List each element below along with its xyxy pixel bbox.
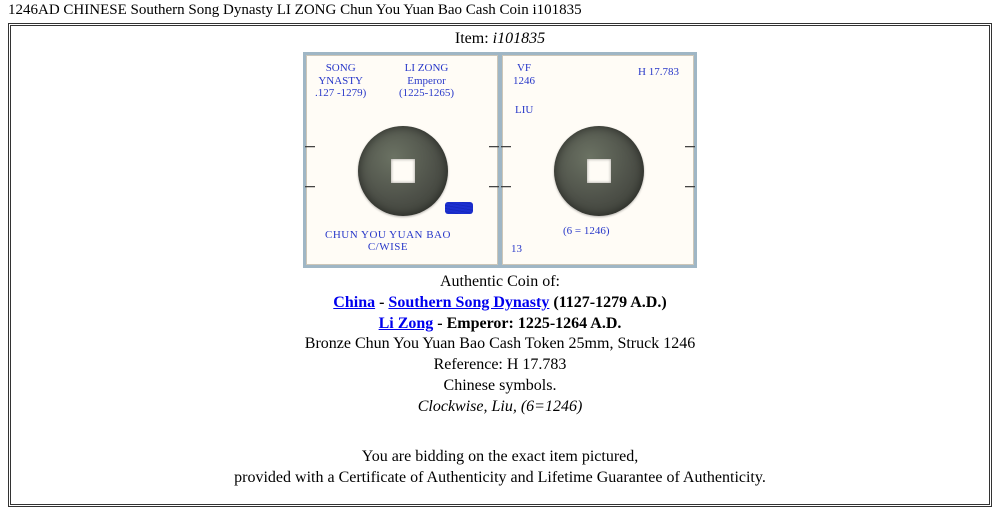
symbols-line: Chinese symbols. <box>23 376 977 397</box>
staple-icon <box>489 146 499 147</box>
item-value: i101835 <box>493 30 545 47</box>
coin-obverse-disc <box>358 126 448 216</box>
coin-row: SONG YNASTY .127 -1279) LI ZONG Emperor … <box>303 52 697 268</box>
note-reference: H 17.783 <box>638 66 679 79</box>
staple-icon <box>501 146 511 147</box>
note-grade-date: VF 1246 <box>513 62 535 87</box>
coin-image: SONG YNASTY .127 -1279) LI ZONG Emperor … <box>23 52 977 268</box>
ink-mark <box>445 202 473 214</box>
dynasty-link[interactable]: Southern Song Dynasty <box>388 294 549 311</box>
page-title: 1246AD CHINESE Southern Song Dynasty LI … <box>0 0 1000 23</box>
coin-card-obverse: SONG YNASTY .127 -1279) LI ZONG Emperor … <box>306 55 498 265</box>
reference-line: Reference: H 17.783 <box>23 355 977 376</box>
note-type: CHUN YOU YUAN BAO C/WISE <box>325 229 451 254</box>
coin-reverse-disc <box>554 126 644 216</box>
staple-icon <box>305 146 315 147</box>
note-dynasty: SONG YNASTY .127 -1279) <box>315 62 366 100</box>
orientation-line: Clockwise, Liu, (6=1246) <box>23 397 977 418</box>
footer-block: You are bidding on the exact item pictur… <box>23 446 977 489</box>
china-link[interactable]: China <box>333 294 375 311</box>
description-block: Authentic Coin of: China - Southern Song… <box>23 272 977 418</box>
staple-icon <box>305 186 315 187</box>
staple-icon <box>489 186 499 187</box>
listing-frame: Item: i101835 SONG YNASTY .127 -1279) LI… <box>8 23 992 507</box>
origin-line: China - Southern Song Dynasty (1127-1279… <box>23 293 977 314</box>
note-corner: 13 <box>511 243 522 256</box>
emperor-line: Li Zong - Emperor: 1225-1264 A.D. <box>23 314 977 335</box>
note-equation: (6 = 1246) <box>563 225 610 238</box>
emperor-link[interactable]: Li Zong <box>379 315 434 332</box>
coin-card-reverse: VF 1246 H 17.783 LIU (6 = 1246) 13 <box>502 55 694 265</box>
dynasty-dates: (1127-1279 A.D.) <box>549 294 666 311</box>
staple-icon <box>501 186 511 187</box>
sep: - <box>375 294 388 311</box>
item-number-line: Item: i101835 <box>23 30 977 48</box>
item-label: Item: <box>455 30 493 47</box>
authentic-line: Authentic Coin of: <box>23 272 977 293</box>
footer-line-2: provided with a Certificate of Authentic… <box>23 467 977 489</box>
note-emperor: LI ZONG Emperor (1225-1265) <box>399 62 454 100</box>
footer-line-1: You are bidding on the exact item pictur… <box>23 446 977 468</box>
coin-type-line: Bronze Chun You Yuan Bao Cash Token 25mm… <box>23 334 977 355</box>
note-liu: LIU <box>515 104 533 117</box>
staple-icon <box>685 186 695 187</box>
staple-icon <box>685 146 695 147</box>
emperor-dates: - Emperor: 1225-1264 A.D. <box>433 315 621 332</box>
